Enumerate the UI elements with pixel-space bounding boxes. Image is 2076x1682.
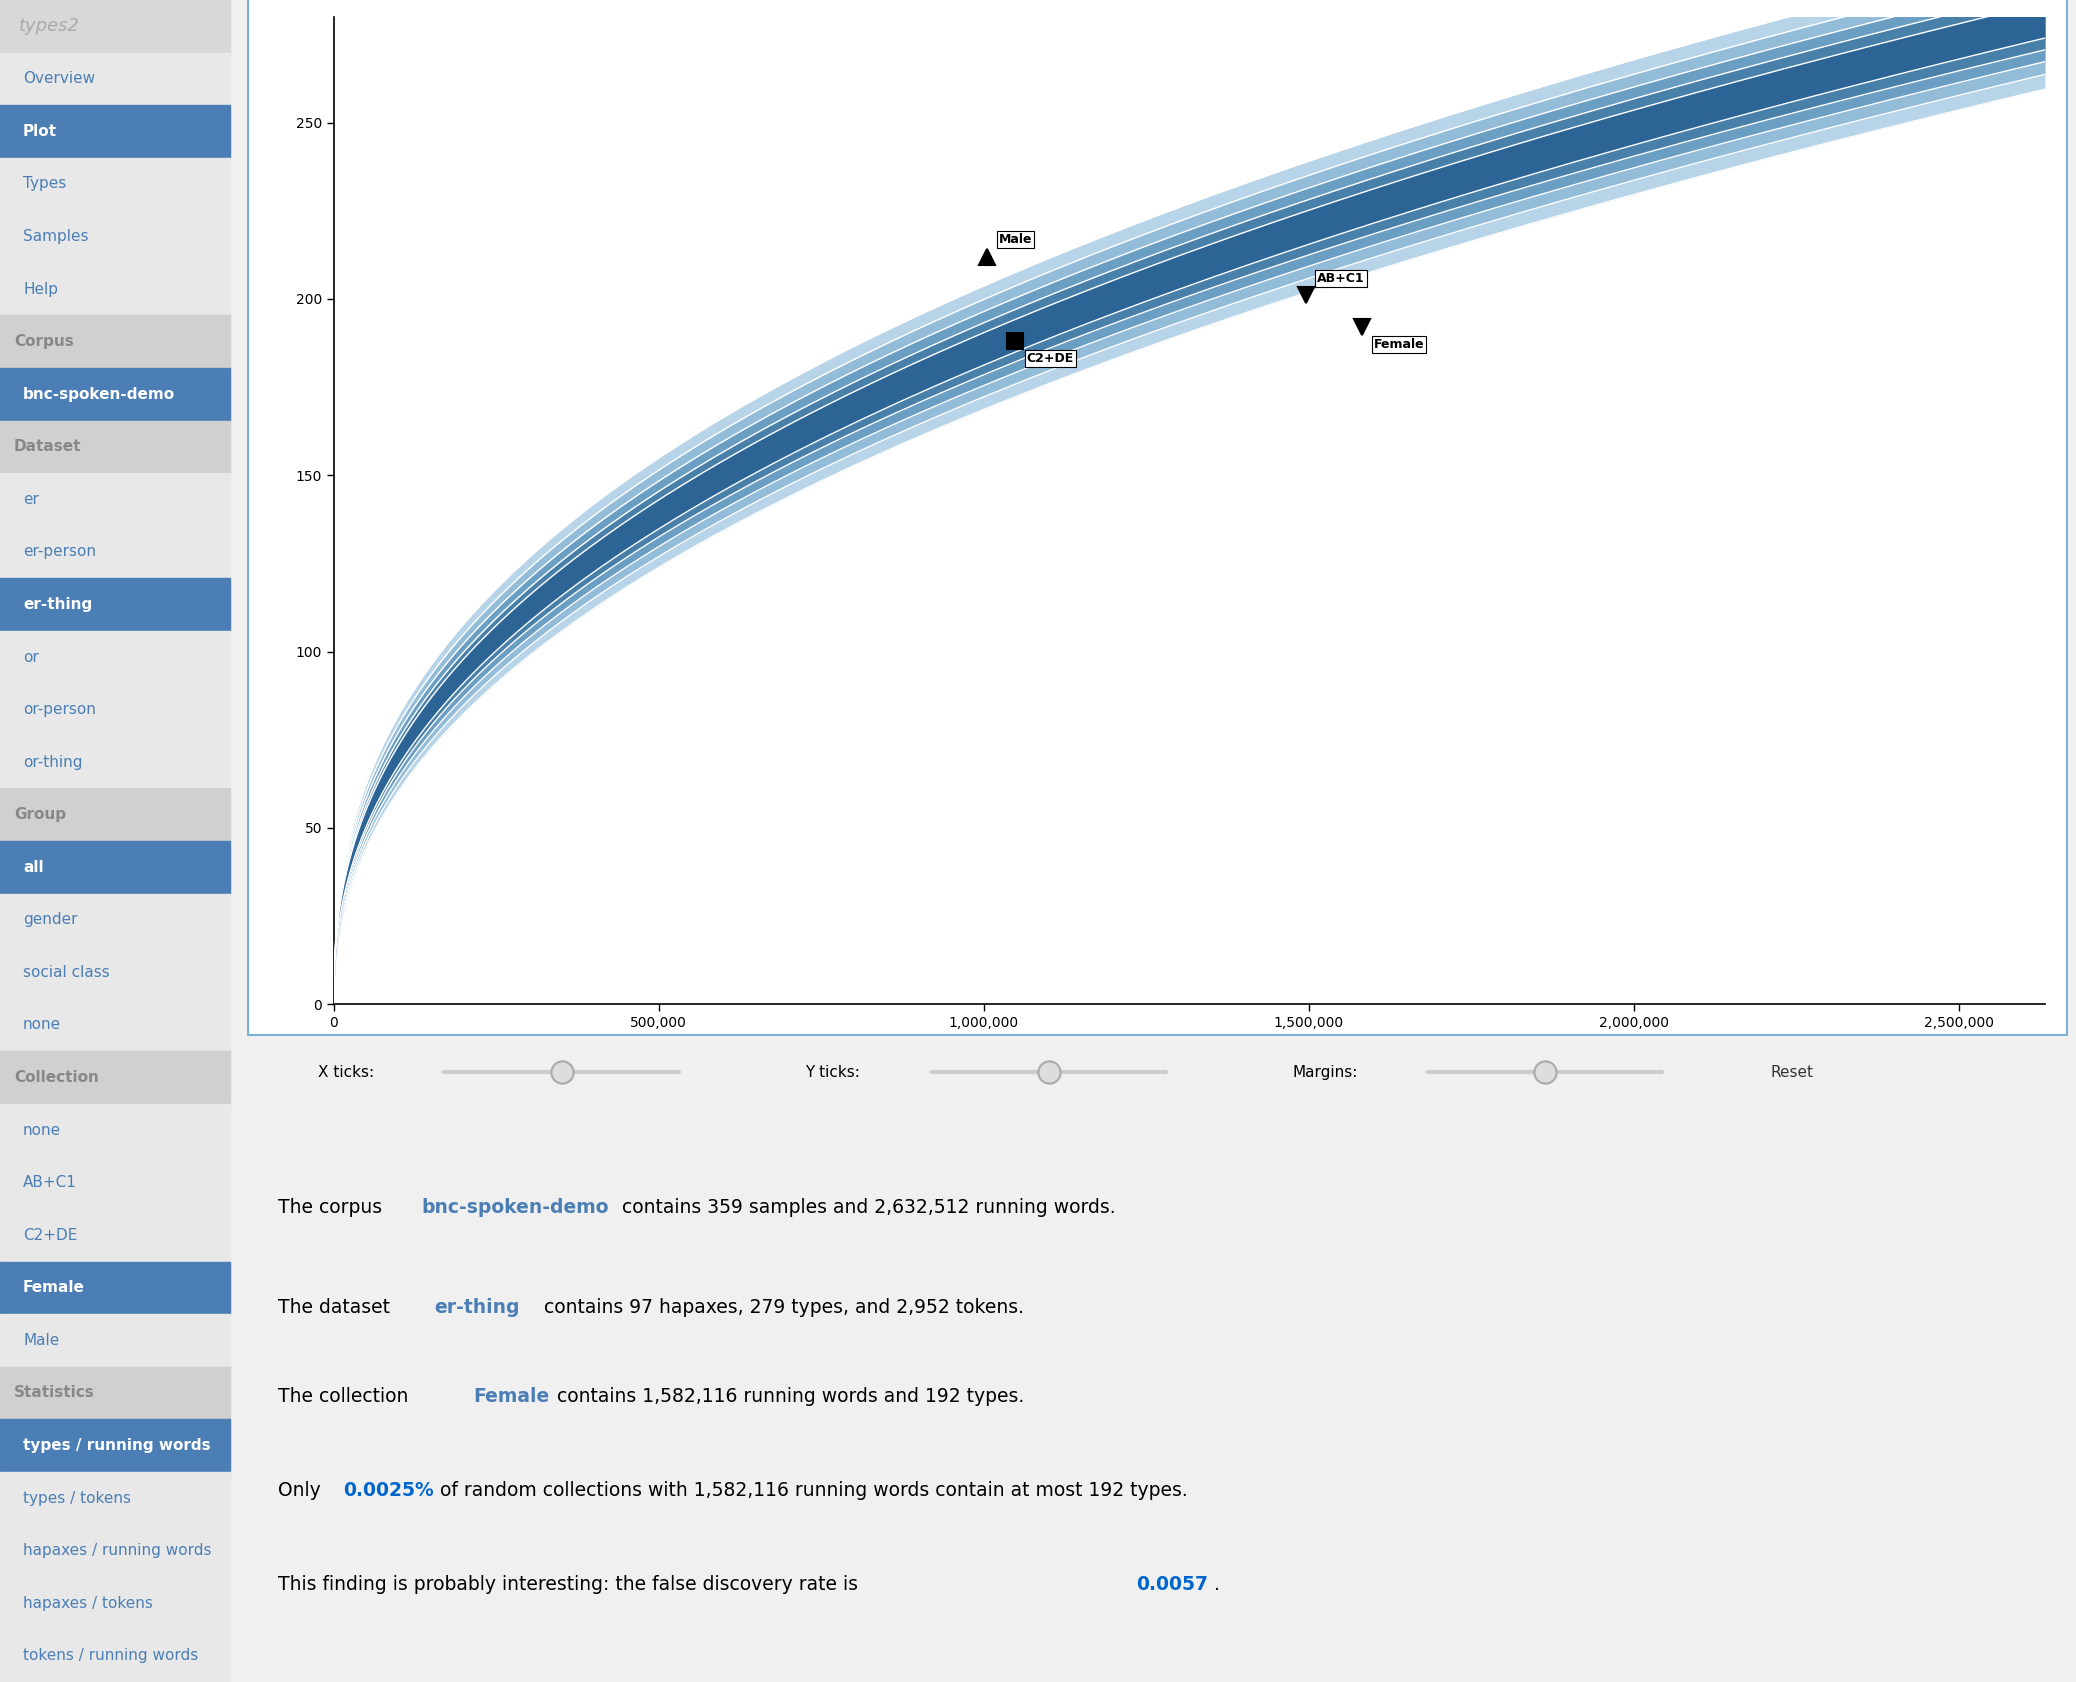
Text: Plot: Plot (23, 124, 56, 140)
Text: Female: Female (1374, 338, 1424, 352)
Text: AB+C1: AB+C1 (23, 1176, 77, 1191)
Text: gender: gender (23, 912, 77, 927)
Bar (0, 368, 230, 420)
Text: 0.0025%: 0.0025% (343, 1480, 434, 1500)
Text: types / running words: types / running words (23, 1438, 210, 1453)
Text: Dataset: Dataset (15, 439, 81, 454)
Text: Statistics: Statistics (15, 1386, 95, 1401)
Bar (0, 526, 230, 579)
Bar (0, 737, 230, 789)
Bar (0, 1209, 230, 1262)
Text: Group: Group (15, 807, 66, 822)
Bar (0, 1578, 230, 1630)
Bar (0, 1103, 230, 1157)
Text: contains 97 hapaxes, 279 types, and 2,952 tokens.: contains 97 hapaxes, 279 types, and 2,95… (538, 1299, 1023, 1317)
Text: social class: social class (23, 965, 110, 981)
Bar (0, 473, 230, 526)
Bar (0, 0, 230, 52)
Text: Margins:: Margins: (1293, 1065, 1358, 1080)
Text: none: none (23, 1122, 60, 1137)
Text: of random collections with 1,582,116 running words contain at most 192 types.: of random collections with 1,582,116 run… (434, 1480, 1187, 1500)
Bar (0, 1262, 230, 1314)
Text: 0.0057: 0.0057 (1136, 1576, 1208, 1595)
Text: types2: types2 (19, 17, 79, 35)
FancyBboxPatch shape (247, 0, 2068, 1036)
Bar (0, 316, 230, 368)
Bar (0, 106, 230, 158)
Text: Female: Female (23, 1280, 85, 1295)
Text: Types: Types (23, 177, 66, 192)
Text: Collection: Collection (15, 1070, 100, 1085)
Text: hapaxes / running words: hapaxes / running words (23, 1542, 212, 1558)
Bar (0, 945, 230, 999)
Text: The corpus: The corpus (278, 1198, 388, 1216)
Text: all: all (23, 860, 44, 875)
Bar (0, 1524, 230, 1578)
Text: none: none (23, 1018, 60, 1033)
Text: C2+DE: C2+DE (23, 1228, 77, 1243)
Bar (0, 579, 230, 631)
Bar (0, 999, 230, 1051)
Text: tokens / running words: tokens / running words (23, 1648, 197, 1663)
Text: Overview: Overview (23, 71, 95, 86)
Bar (0, 1314, 230, 1366)
Bar (0, 1630, 230, 1682)
Text: or: or (23, 649, 39, 664)
Bar (0, 1051, 230, 1103)
Text: Samples: Samples (23, 229, 89, 244)
Text: Reset: Reset (1771, 1065, 1814, 1080)
Text: X ticks:: X ticks: (318, 1065, 374, 1080)
Text: The dataset: The dataset (278, 1299, 397, 1317)
Text: Only: Only (278, 1480, 328, 1500)
Text: types / tokens: types / tokens (23, 1490, 131, 1505)
Text: contains 1,582,116 running words and 192 types.: contains 1,582,116 running words and 192… (552, 1386, 1023, 1406)
Text: Male: Male (23, 1332, 60, 1347)
Text: hapaxes / tokens: hapaxes / tokens (23, 1596, 154, 1611)
Bar (0, 893, 230, 945)
Text: Y ticks:: Y ticks: (805, 1065, 859, 1080)
Text: Female: Female (473, 1386, 550, 1406)
Bar (0, 841, 230, 893)
Text: or-thing: or-thing (23, 755, 83, 770)
Text: Help: Help (23, 281, 58, 296)
Bar (0, 683, 230, 737)
Text: AB+C1: AB+C1 (1316, 272, 1364, 284)
Text: Corpus: Corpus (15, 335, 73, 350)
Text: bnc-spoken-demo: bnc-spoken-demo (23, 387, 174, 402)
Bar (0, 420, 230, 473)
Text: C2+DE: C2+DE (1028, 352, 1073, 365)
Bar (0, 1420, 230, 1472)
Bar (0, 1157, 230, 1209)
Text: This finding is probably interesting: the false discovery rate is: This finding is probably interesting: th… (278, 1576, 864, 1595)
Bar (0, 1366, 230, 1420)
Text: contains 359 samples and 2,632,512 running words.: contains 359 samples and 2,632,512 runni… (617, 1198, 1115, 1216)
Bar (0, 210, 230, 262)
Bar (0, 158, 230, 210)
Text: er: er (23, 491, 39, 506)
Bar (0, 52, 230, 106)
Text: er-thing: er-thing (23, 597, 91, 612)
Text: er-thing: er-thing (434, 1299, 519, 1317)
Bar (0, 789, 230, 841)
Text: The collection: The collection (278, 1386, 415, 1406)
Text: bnc-spoken-demo: bnc-spoken-demo (421, 1198, 608, 1216)
Text: .: . (1214, 1576, 1221, 1595)
Bar (0, 262, 230, 316)
Text: or-person: or-person (23, 701, 95, 717)
Bar (0, 631, 230, 683)
Text: er-person: er-person (23, 545, 95, 560)
Text: Male: Male (999, 234, 1032, 246)
Bar (0, 1472, 230, 1524)
